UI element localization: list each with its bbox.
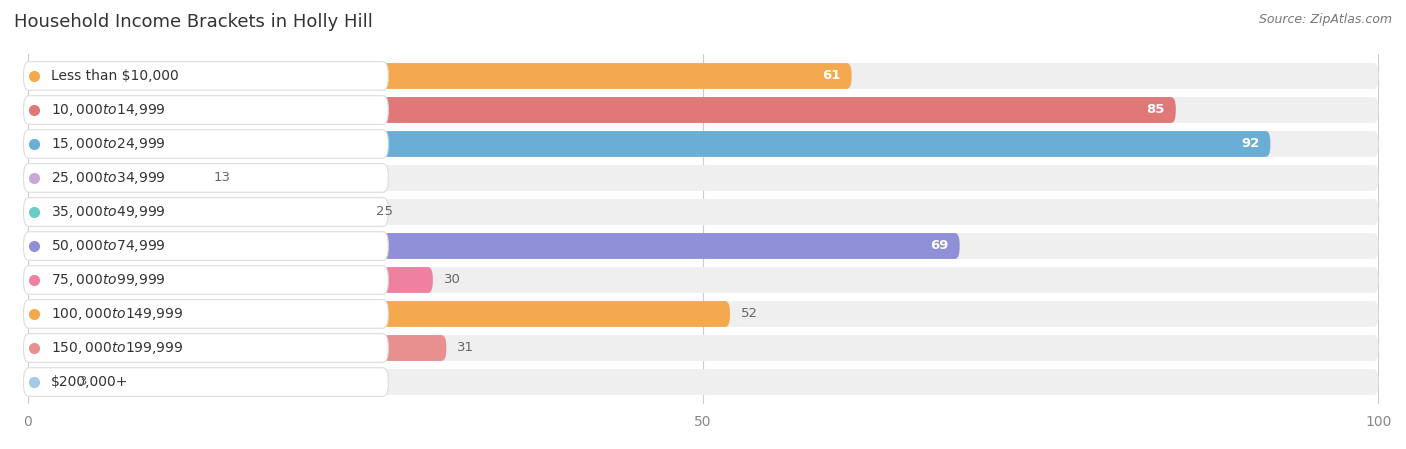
- Text: 25: 25: [375, 206, 394, 219]
- FancyBboxPatch shape: [28, 165, 204, 191]
- FancyBboxPatch shape: [28, 369, 67, 395]
- FancyBboxPatch shape: [28, 131, 1271, 157]
- FancyBboxPatch shape: [24, 130, 388, 158]
- Text: 30: 30: [444, 273, 461, 286]
- FancyBboxPatch shape: [24, 96, 388, 124]
- FancyBboxPatch shape: [28, 63, 852, 89]
- FancyBboxPatch shape: [28, 63, 1378, 89]
- Text: 13: 13: [214, 172, 231, 185]
- FancyBboxPatch shape: [24, 232, 388, 260]
- FancyBboxPatch shape: [24, 266, 388, 294]
- Text: $75,000 to $99,999: $75,000 to $99,999: [51, 272, 166, 288]
- Text: $10,000 to $14,999: $10,000 to $14,999: [51, 102, 166, 118]
- FancyBboxPatch shape: [24, 334, 388, 362]
- Text: Household Income Brackets in Holly Hill: Household Income Brackets in Holly Hill: [14, 13, 373, 31]
- Text: $15,000 to $24,999: $15,000 to $24,999: [51, 136, 166, 152]
- Text: $150,000 to $199,999: $150,000 to $199,999: [51, 340, 183, 356]
- FancyBboxPatch shape: [24, 368, 388, 396]
- Text: 61: 61: [823, 70, 841, 83]
- Text: $25,000 to $34,999: $25,000 to $34,999: [51, 170, 166, 186]
- FancyBboxPatch shape: [24, 62, 388, 90]
- FancyBboxPatch shape: [28, 335, 446, 361]
- FancyBboxPatch shape: [28, 199, 366, 225]
- Text: $35,000 to $49,999: $35,000 to $49,999: [51, 204, 166, 220]
- FancyBboxPatch shape: [28, 335, 1378, 361]
- Text: Less than $10,000: Less than $10,000: [51, 69, 179, 83]
- Text: 85: 85: [1147, 103, 1166, 116]
- FancyBboxPatch shape: [28, 369, 1378, 395]
- FancyBboxPatch shape: [28, 131, 1378, 157]
- FancyBboxPatch shape: [28, 97, 1175, 123]
- FancyBboxPatch shape: [24, 164, 388, 192]
- Text: $200,000+: $200,000+: [51, 375, 128, 389]
- FancyBboxPatch shape: [28, 233, 960, 259]
- FancyBboxPatch shape: [28, 165, 1378, 191]
- FancyBboxPatch shape: [28, 301, 730, 327]
- FancyBboxPatch shape: [24, 300, 388, 328]
- Text: $50,000 to $74,999: $50,000 to $74,999: [51, 238, 166, 254]
- Text: 52: 52: [741, 308, 758, 321]
- Text: 3: 3: [79, 375, 87, 388]
- FancyBboxPatch shape: [28, 267, 1378, 293]
- Text: 31: 31: [457, 342, 474, 355]
- FancyBboxPatch shape: [28, 267, 433, 293]
- FancyBboxPatch shape: [28, 233, 1378, 259]
- Text: 92: 92: [1241, 137, 1260, 150]
- Text: 69: 69: [931, 239, 949, 252]
- FancyBboxPatch shape: [28, 97, 1378, 123]
- Text: $100,000 to $149,999: $100,000 to $149,999: [51, 306, 183, 322]
- FancyBboxPatch shape: [28, 199, 1378, 225]
- FancyBboxPatch shape: [24, 198, 388, 226]
- FancyBboxPatch shape: [28, 301, 1378, 327]
- Text: Source: ZipAtlas.com: Source: ZipAtlas.com: [1258, 13, 1392, 26]
